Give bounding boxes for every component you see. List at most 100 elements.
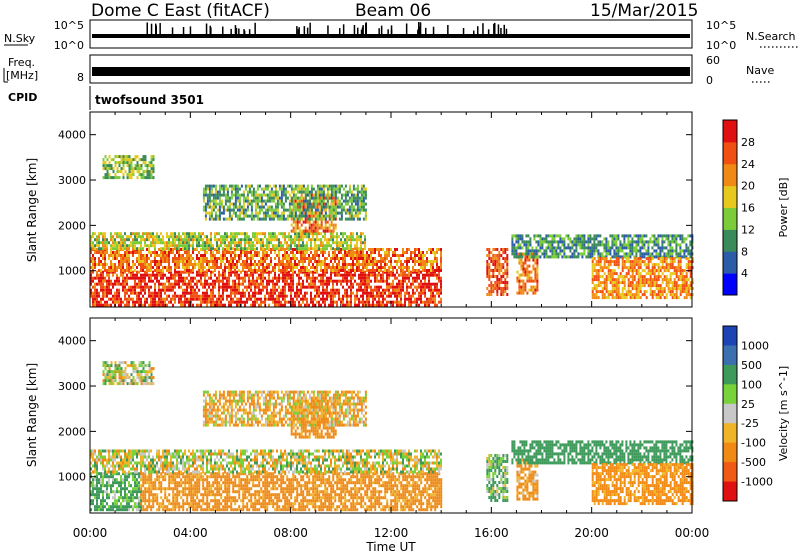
echo-cell [635, 249, 638, 253]
echo-cell [148, 291, 150, 295]
echo-cell [284, 238, 286, 242]
nsky-spike [419, 26, 421, 34]
echo-cell [543, 255, 546, 259]
echo-cell [148, 164, 151, 168]
echo-cell [286, 270, 288, 274]
echo-cell [100, 247, 102, 251]
echo-cell [571, 243, 574, 247]
echo-cell [506, 287, 509, 290]
echo-cell [300, 288, 302, 292]
echo-cell [280, 232, 282, 236]
echo-cell [164, 282, 166, 286]
echo-cell [346, 247, 348, 251]
echo-cell [204, 190, 207, 194]
echo-cell [380, 269, 382, 272]
echo-cell [358, 217, 361, 221]
echo-cell [300, 211, 303, 215]
echo-cell [304, 193, 307, 197]
echo-cell [665, 234, 668, 238]
echo-cell [96, 294, 98, 298]
echo-cell [340, 196, 343, 200]
echo-cell [418, 260, 420, 263]
echo-cell [236, 254, 238, 257]
echo-cell [258, 241, 260, 245]
echo-cell [322, 263, 324, 266]
echo-cell [196, 285, 198, 289]
echo-cell [260, 273, 262, 277]
echo-cell [526, 258, 529, 262]
echo-cell [364, 266, 366, 269]
echo-cell [262, 260, 264, 263]
echo-cell [228, 251, 230, 254]
echo-cell [230, 247, 232, 251]
echo-cell [156, 235, 158, 239]
echo-cell [208, 211, 211, 215]
echo-cell [168, 266, 170, 269]
echo-cell [324, 184, 327, 188]
echo-cell [639, 234, 642, 238]
echo-cell [94, 260, 96, 263]
echo-cell [432, 282, 434, 286]
echo-cell [382, 288, 384, 292]
echo-cell [530, 285, 533, 289]
echo-cell [292, 300, 294, 304]
echo-cell [523, 252, 526, 256]
echo-cell [248, 247, 250, 251]
echo-cell [258, 285, 260, 289]
echo-cell [136, 266, 138, 269]
echo-cell [332, 288, 334, 292]
echo-cell [126, 303, 128, 307]
nsky-spike [230, 28, 232, 34]
echo-cell [440, 260, 442, 263]
echo-cell [519, 243, 522, 247]
echo-cell [424, 282, 426, 286]
echo-cell [130, 276, 132, 280]
echo-cell [276, 199, 279, 203]
echo-cell [212, 208, 215, 212]
echo-cell [122, 161, 125, 165]
echo-cell [400, 254, 402, 257]
echo-cell [140, 269, 142, 272]
echo-cell [148, 263, 150, 266]
echo-cell [292, 297, 294, 301]
echo-cell [384, 263, 386, 266]
echo-cell [541, 246, 544, 250]
echo-cell [322, 214, 325, 218]
echo-cell [250, 211, 253, 215]
echo-cell [308, 205, 311, 209]
echo-cell [94, 263, 96, 266]
echo-cell [116, 294, 118, 298]
echo-cell [539, 237, 542, 241]
echo-cell [494, 284, 497, 287]
echo-cell [104, 288, 106, 292]
echo-cell [204, 276, 206, 280]
echo-cell [300, 254, 302, 257]
echo-cell [362, 193, 365, 197]
echo-cell [438, 288, 440, 292]
echo-cell [244, 260, 246, 263]
echo-cell [316, 199, 319, 203]
echo-cell [276, 282, 278, 286]
echo-cell [364, 244, 366, 248]
echo-cell [120, 260, 122, 263]
echo-cell [532, 267, 535, 271]
echo-cell [124, 270, 126, 274]
echo-cell [358, 285, 360, 289]
echo-cell [206, 205, 209, 209]
echo-cell [312, 254, 314, 257]
echo-cell [294, 260, 296, 263]
echo-cell [150, 176, 153, 180]
echo-cell [603, 237, 606, 241]
echo-cell [543, 249, 546, 253]
echo-cell [134, 232, 136, 236]
echo-cell [504, 251, 507, 254]
echo-cell [304, 214, 307, 218]
echo-cell [222, 260, 224, 263]
echo-cell [256, 214, 259, 218]
echo-cell [206, 211, 209, 215]
echo-cell [268, 297, 270, 301]
echo-cell [106, 294, 108, 298]
nsky-spike [503, 24, 505, 34]
echo-cell [162, 300, 164, 304]
echo-cell [170, 244, 172, 248]
